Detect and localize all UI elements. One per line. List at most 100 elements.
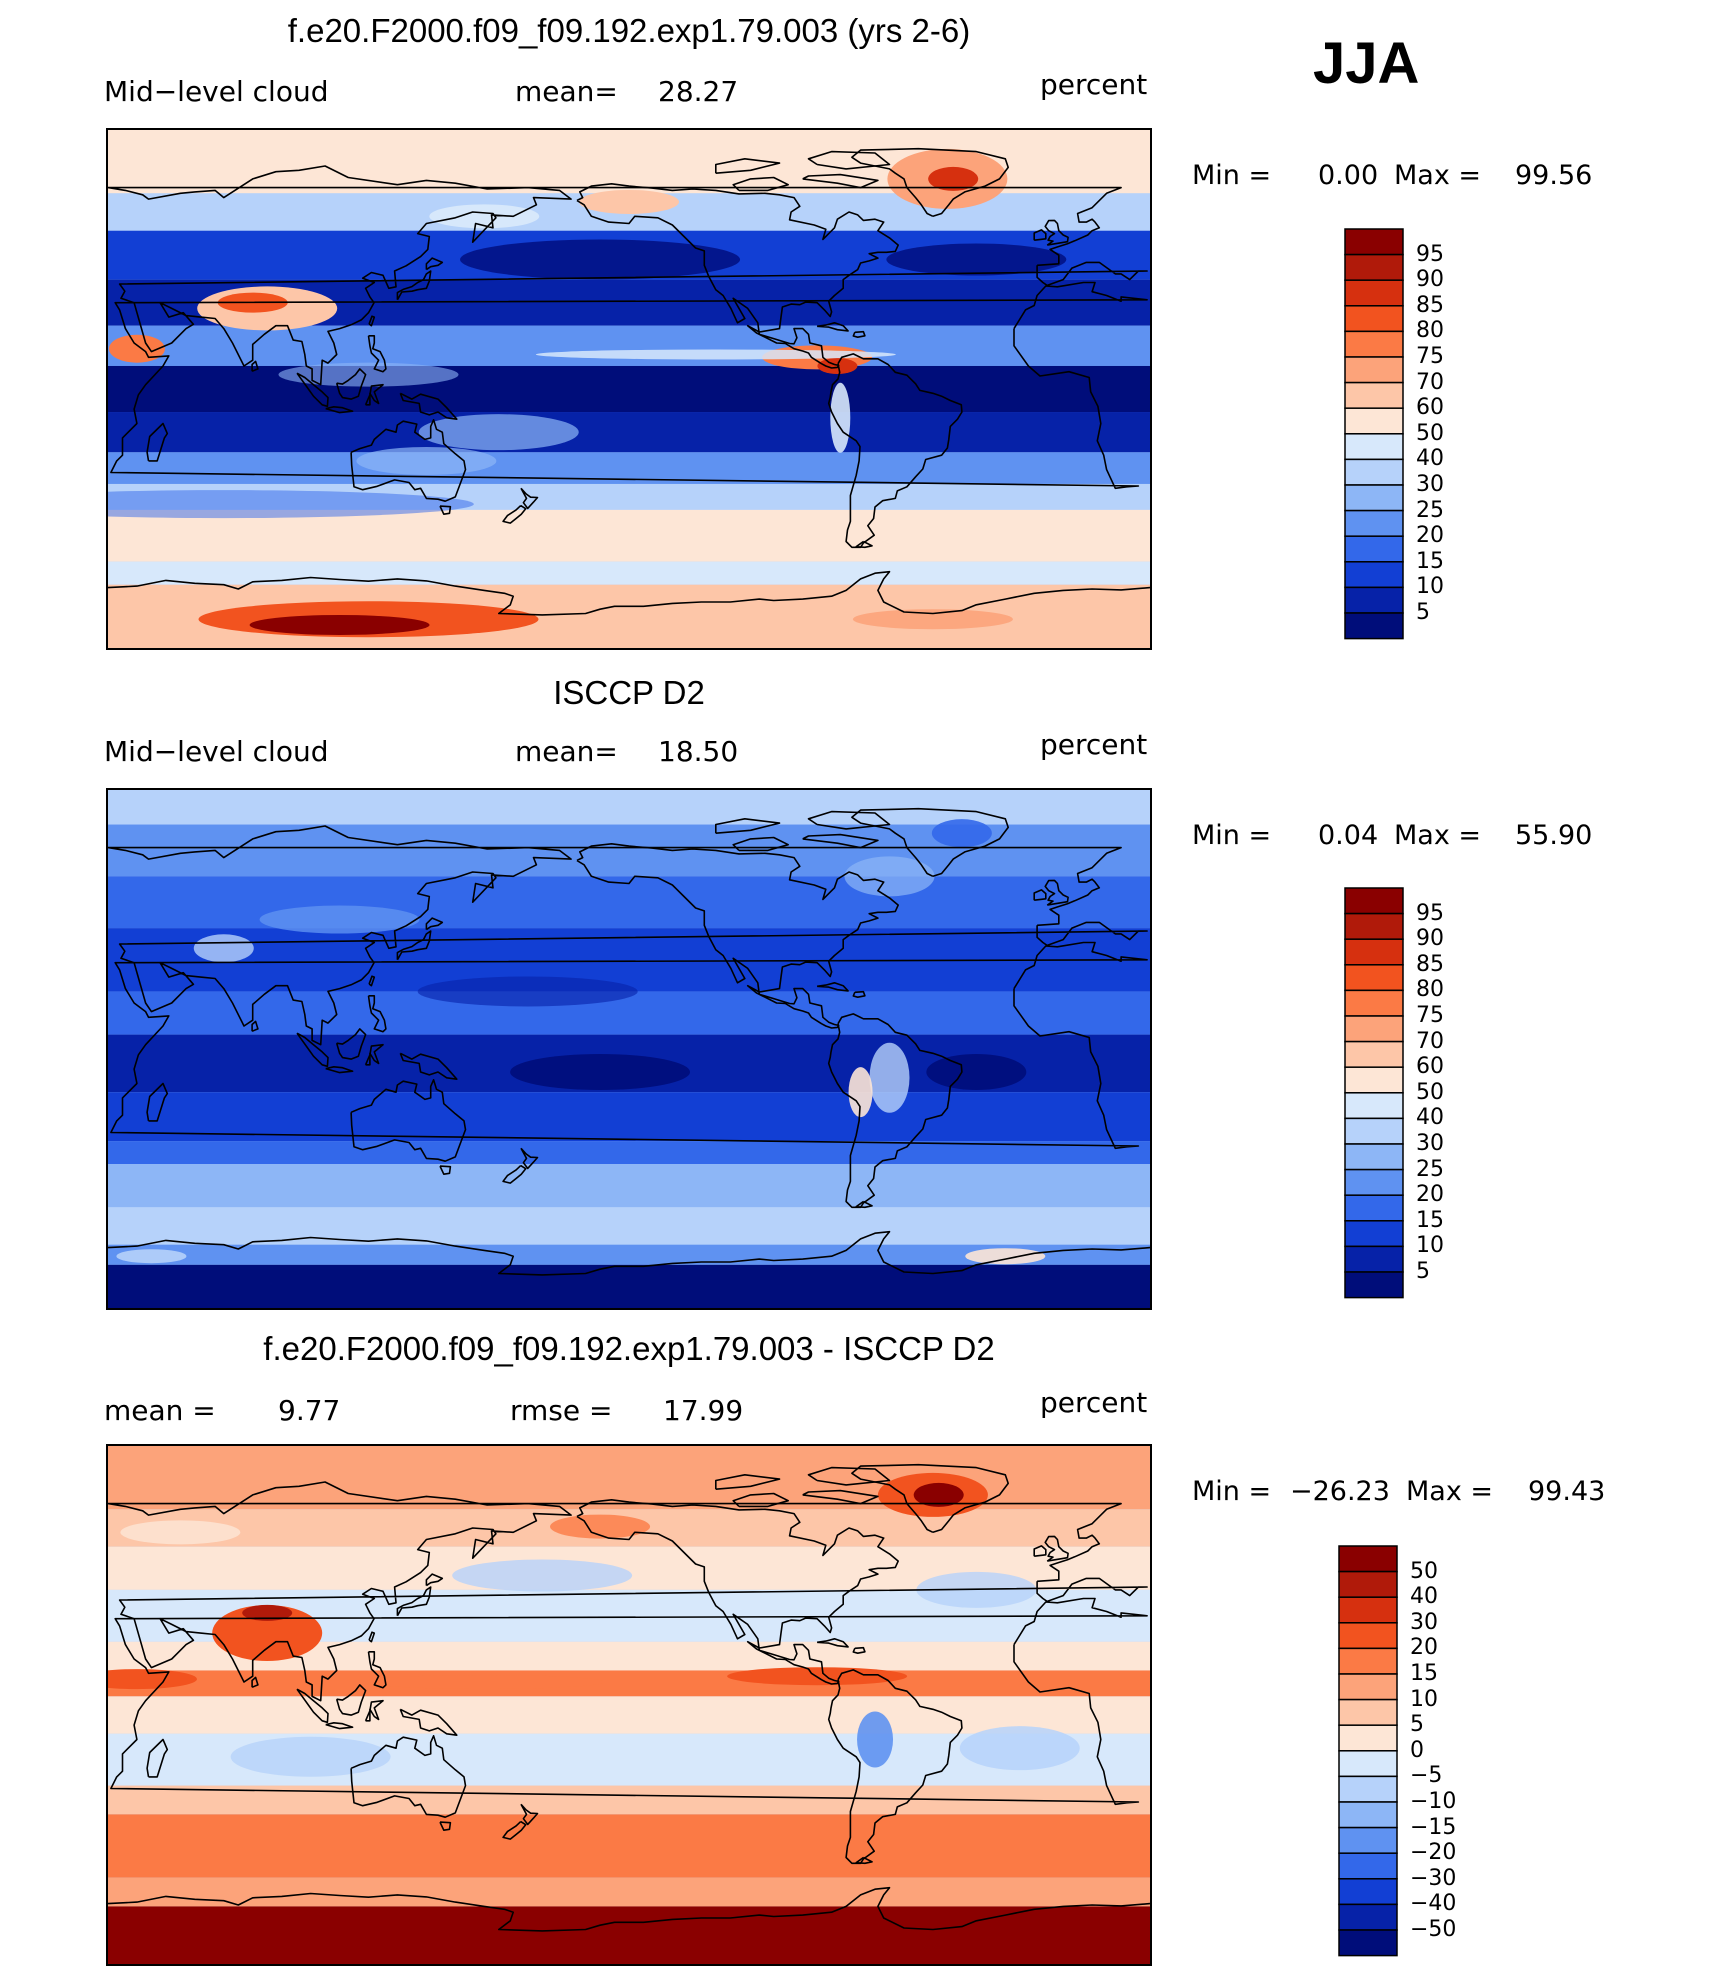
panel-diff-rmse-value: 17.99 xyxy=(663,1394,744,1427)
colorbar-tick-label: −10 xyxy=(1410,1789,1457,1814)
field-feature xyxy=(931,819,992,848)
panel-obs-title: ISCCP D2 xyxy=(553,674,705,711)
colorbar-swatch xyxy=(1344,330,1404,358)
field-feature xyxy=(278,362,459,387)
coastline xyxy=(368,1631,376,1643)
colorbar-swatch xyxy=(1344,509,1404,537)
colorbar-tick-label: 85 xyxy=(1416,951,1444,977)
coastline xyxy=(296,1032,329,1068)
coastline xyxy=(827,1013,963,1209)
coastline xyxy=(350,1079,467,1162)
colorbar-tick-label: 40 xyxy=(1416,446,1444,472)
coastline xyxy=(576,1499,899,1685)
field-feature xyxy=(242,1604,293,1621)
coastline xyxy=(851,147,1009,218)
coastline xyxy=(108,570,1150,616)
coastlines xyxy=(108,1463,1150,1932)
colorbar-swatch xyxy=(1338,1596,1398,1624)
coastline xyxy=(1033,229,1047,241)
coastline xyxy=(715,1474,781,1490)
colorbar-swatch xyxy=(1338,1622,1398,1650)
colorbar-swatches xyxy=(1338,1545,1398,1957)
coastline xyxy=(502,1164,527,1184)
colorbar-swatch xyxy=(1344,1168,1404,1196)
colorbar-tick-label: 95 xyxy=(1416,900,1444,926)
colorbar-swatch xyxy=(1344,938,1404,966)
panel-obs-min-label: Min = xyxy=(1192,820,1272,851)
colorbar-tick-label: 5 xyxy=(1416,1259,1430,1284)
field-band xyxy=(108,1264,1150,1308)
colorbar-swatch xyxy=(1338,1903,1398,1931)
colorbar-swatch xyxy=(1344,535,1404,563)
colorbar-tick-label: 50 xyxy=(1410,1558,1438,1584)
coastline xyxy=(1044,879,1069,906)
coastline xyxy=(439,1821,452,1831)
field-feature xyxy=(959,1726,1080,1771)
coastline xyxy=(576,843,899,1029)
coastline xyxy=(364,1043,384,1066)
field-feature xyxy=(869,1042,910,1113)
field-feature xyxy=(965,1248,1046,1265)
coastline xyxy=(732,836,789,852)
coastline xyxy=(816,982,849,992)
field-feature xyxy=(230,1736,391,1777)
coastline xyxy=(296,1688,329,1724)
coastline xyxy=(399,392,458,420)
colorbar-swatch xyxy=(1344,887,1404,915)
colorbar-tick-label: −40 xyxy=(1410,1891,1457,1917)
field-band xyxy=(108,1670,1150,1697)
panel-diff-colorbar: 50 40 30 20 15 10 5 0 −5 −10 −15 −20 −30 −40 −50 xyxy=(1338,1545,1456,1957)
field-band xyxy=(108,325,1150,366)
field-band xyxy=(108,412,1150,453)
field-feature xyxy=(193,934,254,963)
coastline xyxy=(827,1669,963,1865)
field-band xyxy=(108,509,1150,562)
colorbar-swatch xyxy=(1344,1040,1404,1068)
coastline xyxy=(425,1573,444,1587)
coastline xyxy=(816,322,849,332)
colorbar-swatch xyxy=(1344,989,1404,1017)
colorbar-tick-label: 10 xyxy=(1416,574,1444,600)
field-feature xyxy=(848,1067,873,1118)
field-band xyxy=(108,824,1150,877)
field-band xyxy=(108,1244,1150,1265)
field-feature xyxy=(926,1054,1027,1091)
coastline xyxy=(335,1028,367,1060)
colorbar-tick-label: 50 xyxy=(1416,1079,1444,1105)
colorbar-tick-label: 70 xyxy=(1416,1028,1444,1054)
colorbar-swatch xyxy=(1344,1015,1404,1043)
colorbar-tick-label: 40 xyxy=(1416,1105,1444,1131)
field-band xyxy=(108,561,1150,585)
colorbar-tick-label: 10 xyxy=(1416,1233,1444,1259)
field-feature xyxy=(259,905,420,934)
colorbar-tick-label: 25 xyxy=(1416,497,1444,523)
field-feature xyxy=(429,204,540,229)
coastline xyxy=(852,1646,866,1654)
coastline xyxy=(1044,1535,1069,1562)
coastline xyxy=(520,487,539,510)
coastline xyxy=(110,1597,1148,1806)
colorbar-swatch xyxy=(1344,1194,1404,1222)
coastline xyxy=(146,422,169,462)
panel-diff-max-label: Max = xyxy=(1406,1476,1494,1507)
panel-diff-units: percent xyxy=(1040,1386,1148,1419)
field-band xyxy=(108,1446,1150,1510)
field-feature xyxy=(852,609,1013,630)
coastline xyxy=(715,158,781,174)
colorbar-tick-label: 75 xyxy=(1416,344,1444,369)
coastline xyxy=(855,1200,873,1209)
panel-model-max-label: Max = xyxy=(1394,160,1482,191)
coastline xyxy=(350,419,467,502)
coastline xyxy=(576,183,899,369)
coastline xyxy=(399,1708,458,1736)
field-feature xyxy=(928,166,979,191)
coastlines xyxy=(108,147,1150,616)
coastline xyxy=(325,406,354,414)
coastline xyxy=(732,1492,789,1508)
field-feature xyxy=(460,239,741,280)
field-band xyxy=(108,1814,1150,1878)
field-feature xyxy=(364,1674,605,1689)
coastline xyxy=(715,818,781,834)
colorbar-tick-label: 50 xyxy=(1416,420,1444,446)
coastline xyxy=(852,330,866,338)
